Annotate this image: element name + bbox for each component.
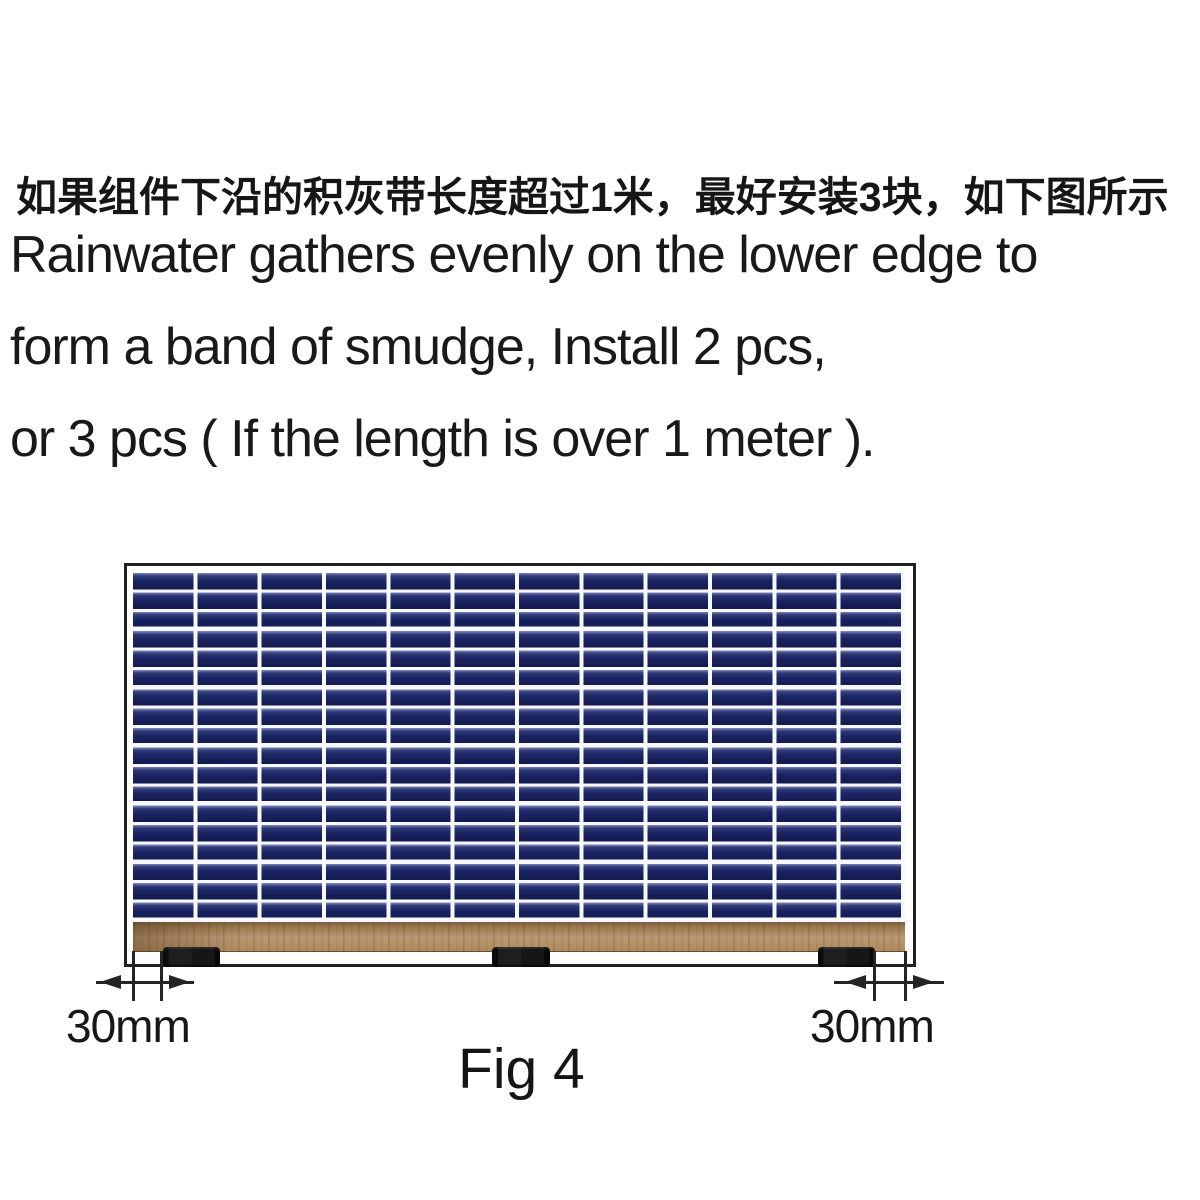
dimension-left-extension-line-panel-edge [132,951,135,1001]
solar-panel-frame [124,563,916,967]
mounting-clip-right [818,947,875,967]
figure-caption: Fig 4 [458,1037,585,1101]
note-english-line-3: or 3 pcs ( If the length is over 1 meter… [10,410,875,468]
mounting-clip-left [163,947,220,967]
dimension-right-label: 30mm [810,1000,935,1052]
note-chinese: 如果组件下沿的积灰带长度超过1米，最好安装3块，如下图所示 [16,174,1169,220]
dimension-left-label: 30mm [66,1000,191,1052]
dimension-right-extension-line-clip-edge [873,951,876,1001]
dimension-left-extension-line-clip-edge [160,951,163,1001]
dimension-left-line [96,981,194,984]
dimension-right-arrow-icon [845,975,866,989]
dimension-left-arrow-icon [100,975,121,989]
note-english-line-1: Rainwater gathers evenly on the lower ed… [10,226,1038,284]
note-english-line-2: form a band of smudge, Install 2 pcs, [10,318,827,376]
dimension-right-arrow-icon [913,975,934,989]
solar-panel-cell-grid [133,573,905,922]
mounting-clip-center [492,947,550,967]
dimension-right-line [834,981,944,984]
dimension-right-extension-line-panel-edge [904,951,907,1001]
dimension-left-arrow-icon [169,975,190,989]
